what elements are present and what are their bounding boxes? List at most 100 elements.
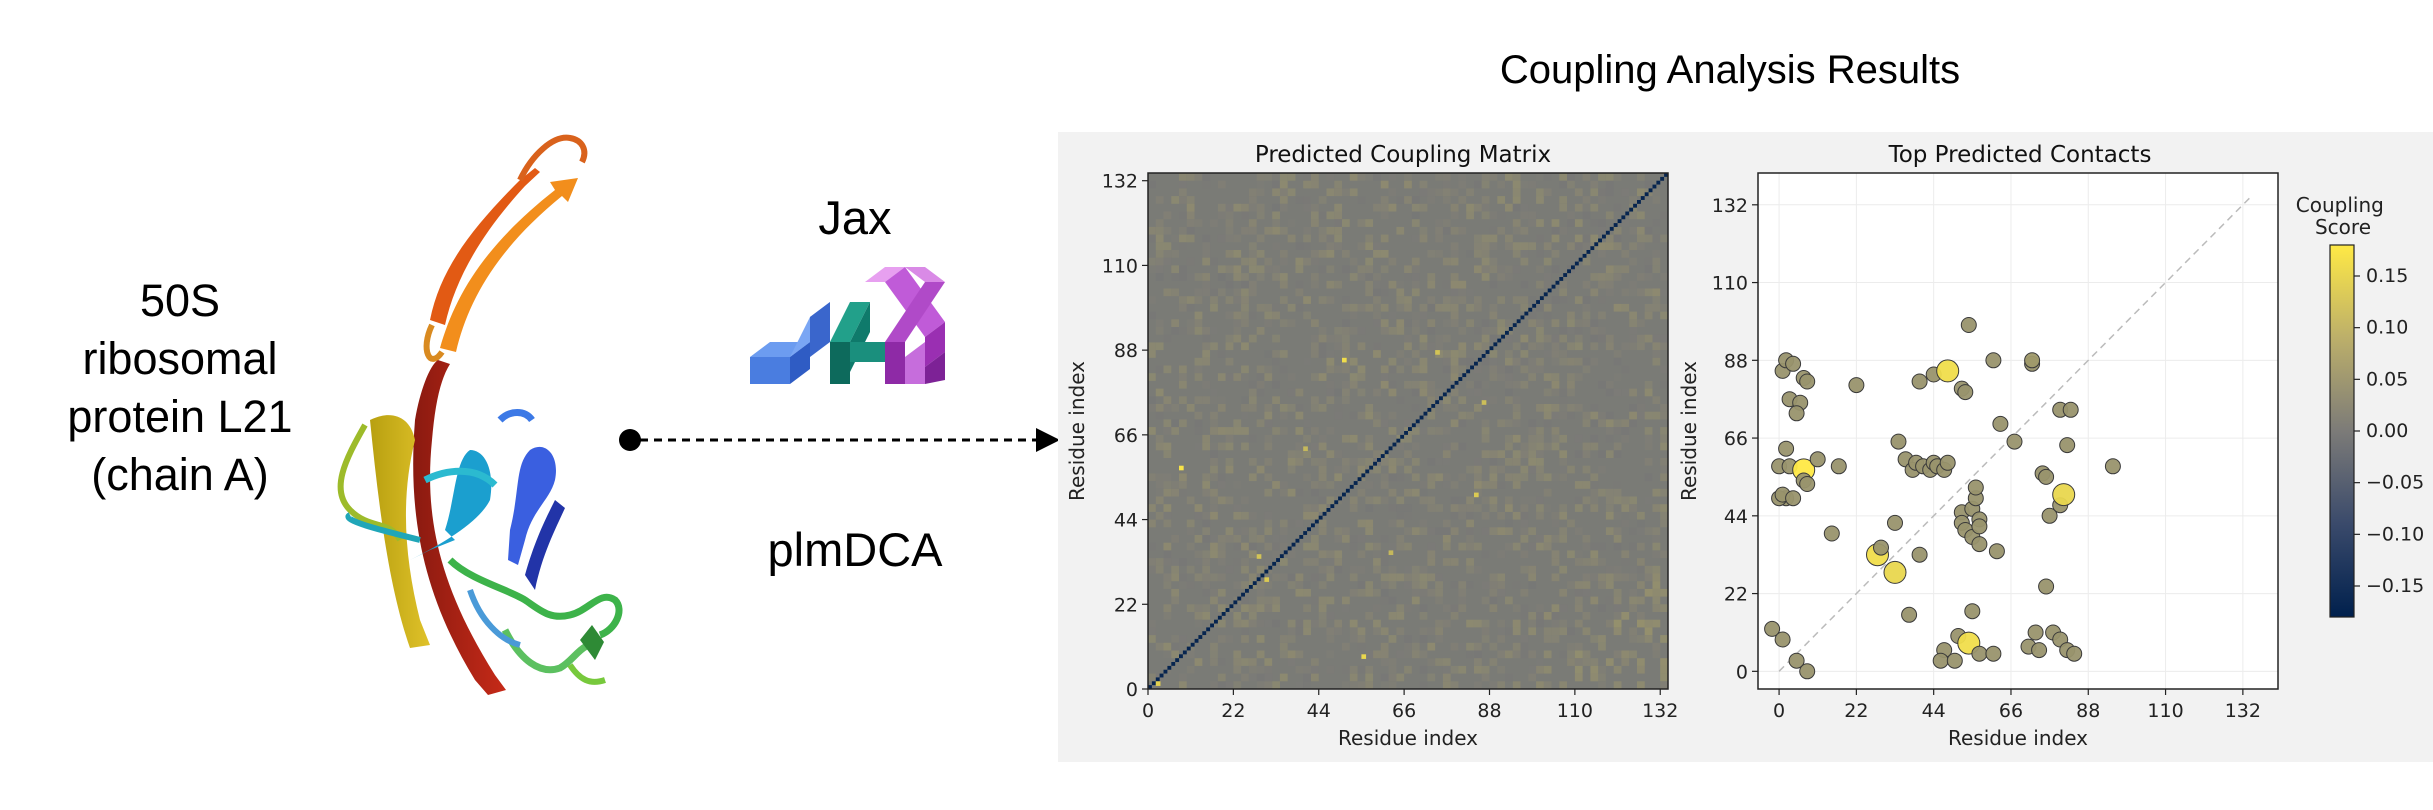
diagonal-cell (1458, 377, 1463, 381)
contact-point (1971, 518, 1988, 535)
contact-point (1957, 384, 1974, 401)
diagonal-cell (1373, 461, 1377, 466)
results-figure: Predicted Coupling Matrix 0 22 44 66 88 110 13… (1065, 142, 2424, 750)
diagonal-cell (1221, 612, 1226, 616)
y-tick-label: 110 (1712, 273, 1748, 295)
diagonal-cell (1524, 311, 1529, 316)
top-contacts-ylabel: Residue index (1677, 361, 1701, 501)
diagonal-cell (1644, 192, 1649, 197)
contact-point (1967, 479, 1984, 496)
diagonal-cell (1311, 523, 1315, 528)
contact-point (2038, 468, 2055, 485)
diagonal-cell (1206, 627, 1211, 632)
diagonal-cell (1299, 535, 1304, 539)
colorbar-tick-label: −0.10 (2366, 523, 2424, 545)
contact-point (1964, 603, 1981, 620)
diagonal-cell (1171, 662, 1176, 666)
contact-point (1778, 440, 1795, 457)
diagonal-cell (1652, 184, 1657, 189)
diagonal-cell (1314, 519, 1319, 524)
diagonal-cell (1322, 511, 1327, 516)
diagonal-cell (1214, 619, 1218, 624)
diagonal-cell (1291, 542, 1296, 547)
contact-point (2031, 642, 2048, 659)
contact-point (1848, 377, 1865, 394)
y-tick-label: 132 (1712, 195, 1748, 217)
contact-point (1785, 490, 1802, 507)
diagonal-cell (1578, 257, 1583, 262)
contact-point (1911, 546, 1928, 563)
diagonal-cell (1505, 330, 1509, 335)
y-tick-label: 66 (1114, 425, 1138, 447)
coupling-cell (1435, 350, 1440, 355)
contact-point (2059, 437, 2076, 454)
diagonal-cell (1202, 631, 1207, 636)
coupling-cell (1342, 357, 1347, 363)
diagonal-cell (1660, 176, 1665, 181)
colorbar-gradient (2329, 244, 2355, 618)
contact-point (1788, 405, 1805, 422)
diagonal-cell (1582, 253, 1587, 258)
diagonal-cell (1466, 369, 1471, 374)
contact-point (1992, 415, 2009, 432)
diagonal-cell (1392, 442, 1397, 447)
y-tick-label: 66 (1724, 428, 1748, 450)
contact-point (1985, 352, 2002, 369)
diagonal-cell (1411, 423, 1416, 428)
diagonal-cell (1485, 350, 1490, 354)
diagonal-cell (1330, 504, 1335, 509)
coupling-matrix-frame (1147, 172, 1669, 690)
diagonal-cell (1233, 600, 1238, 605)
diagonal-cell (1307, 527, 1311, 532)
diagonal-cell (1217, 615, 1222, 620)
diagonal-cell (1365, 469, 1370, 474)
diagonal-cell (1396, 438, 1401, 443)
framework-label: Jax (818, 191, 892, 244)
x-tick-label: 110 (1557, 700, 1593, 722)
contact-point (2024, 352, 2041, 369)
contact-point (1971, 536, 1988, 553)
diagonal-cell (1497, 338, 1502, 343)
diagonal-cell (1260, 573, 1265, 578)
contact-point (2062, 401, 2079, 418)
diagonal-cell (1474, 361, 1478, 366)
coupling-matrix-yticks: 0 22 44 66 88 110 132 (1102, 171, 1148, 701)
coupling-matrix-marks (1148, 173, 1668, 689)
top-contacts-xticks: 0 22 44 66 88 110 132 (1773, 689, 2261, 722)
contact-point (1830, 458, 1847, 475)
top-contacts-xlabel: Residue index (1948, 726, 2088, 750)
diagonal-cell (1245, 588, 1249, 593)
diagonal-cell (1613, 223, 1618, 227)
diagonal-cell (1442, 392, 1447, 397)
x-tick-label: 0 (1142, 700, 1154, 722)
contact-point (1788, 652, 1805, 669)
x-tick-label: 132 (1642, 700, 1678, 722)
flow-arrow (619, 428, 1060, 452)
contact-point (1785, 355, 1802, 372)
contact-point (1939, 454, 1956, 471)
diagonal-cell (1571, 265, 1575, 270)
diagonal-cell (1384, 450, 1389, 455)
diagonal-cell (1551, 284, 1556, 289)
contact-point (1988, 543, 2005, 560)
y-tick-label: 0 (1126, 679, 1138, 701)
diagonal-cell (1159, 673, 1164, 678)
protein-name-line: (chain A) (91, 449, 269, 500)
coupling-colorbar: Coupling Score 0.15 0.10 0.05 0.00 −0.05 −0.1… (2296, 193, 2424, 618)
contact-point (1890, 433, 1907, 450)
protein-name: 50S ribosomal protein L21 (chain A) (20, 272, 340, 504)
top-contacts-grid (1758, 173, 2278, 689)
coupling-cell (1481, 400, 1487, 405)
contact-point (1774, 631, 1791, 648)
diagonal-cell (1590, 246, 1595, 251)
contact-point (1960, 317, 1977, 333)
protein-name-line: protein L21 (67, 391, 293, 442)
contact-point (1946, 652, 1963, 669)
colorbar-tick-label: −0.15 (2366, 575, 2424, 597)
diagonal-cell (1241, 592, 1245, 597)
diagonal-cell (1353, 481, 1358, 485)
diagonal-cell (1303, 531, 1308, 535)
coupling-matrix-xlabel: Residue index (1338, 726, 1478, 750)
diagonal-cell (1536, 300, 1540, 304)
contact-point (1799, 373, 1816, 390)
